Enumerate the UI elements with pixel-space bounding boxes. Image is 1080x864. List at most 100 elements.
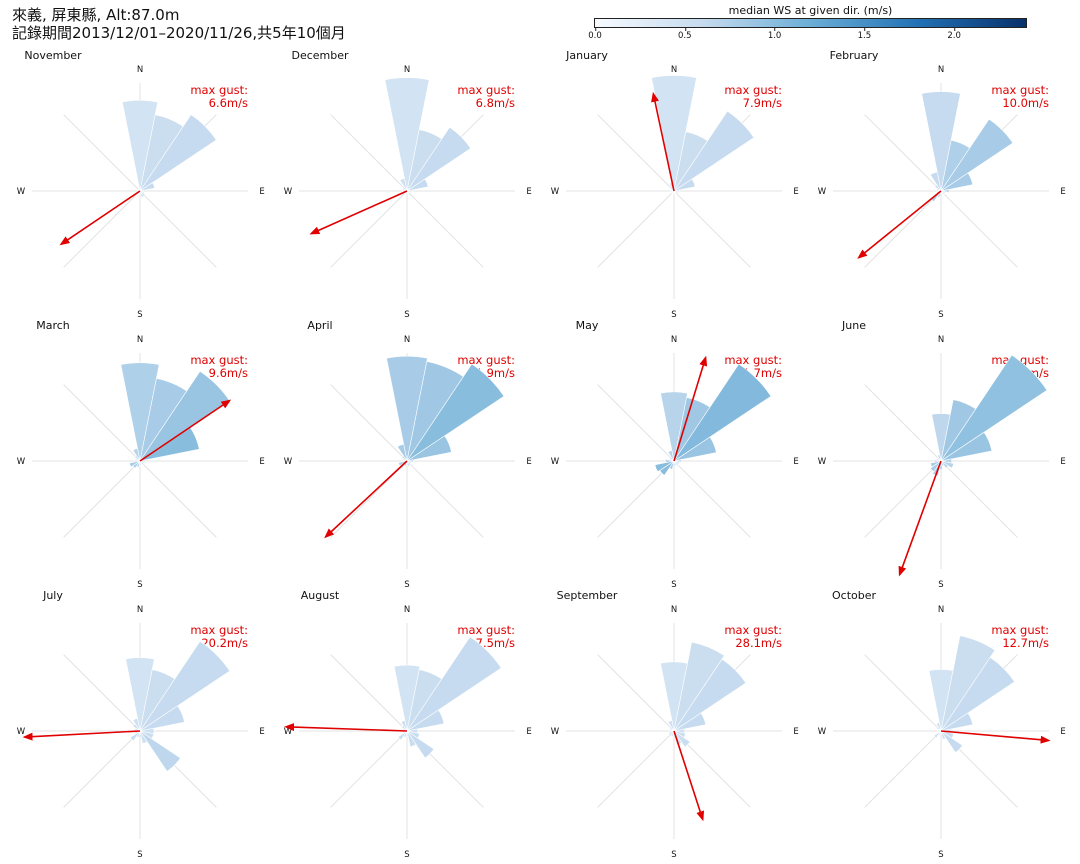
compass-label-s: S	[938, 580, 943, 590]
direction-wedge	[667, 720, 675, 732]
compass-label-n: N	[137, 605, 143, 615]
compass-label-w: W	[284, 457, 293, 467]
compass-label-w: W	[551, 187, 560, 197]
max-gust-label: max gust:	[190, 353, 248, 367]
direction-wedge	[139, 705, 185, 732]
month-title: October	[832, 589, 876, 602]
direction-wedge	[120, 362, 160, 462]
month-title: May	[576, 319, 599, 332]
direction-wedge	[673, 658, 747, 732]
direction-wedge	[384, 77, 430, 192]
compass-label-n: N	[938, 605, 944, 615]
compass-label-e: E	[526, 727, 531, 737]
compass-label-w: W	[551, 727, 560, 737]
colorbar: median WS at given dir. (m/s) 0.0 0.5 1.…	[588, 4, 1027, 41]
compass-label-n: N	[938, 65, 944, 75]
max-gust-label: max gust:	[724, 623, 782, 637]
month-title: December	[291, 49, 349, 62]
compass-label-s: S	[671, 310, 676, 320]
direction-wedge	[673, 110, 755, 192]
direction-wedge	[406, 126, 472, 192]
max-gust-value: 28.1m/s	[735, 636, 782, 650]
colorbar-tick: 0.5	[678, 28, 692, 41]
compass-label-e: E	[1060, 187, 1065, 197]
max-gust-arrow	[59, 190, 141, 246]
direction-wedge	[406, 730, 417, 748]
max-gust-value: 10.0m/s	[1002, 96, 1049, 110]
direction-wedge	[386, 356, 428, 462]
colorbar-tick: 2.0	[947, 28, 961, 41]
max-gust-value: 6.6m/s	[209, 96, 248, 110]
direction-wedge	[406, 363, 505, 462]
direction-wedge	[406, 460, 411, 467]
direction-wedge	[940, 635, 996, 732]
compass-label-e: E	[526, 457, 531, 467]
max-gust-label: max gust:	[457, 623, 515, 637]
compass-label-n: N	[137, 65, 143, 75]
direction-wedge	[929, 171, 942, 192]
max-gust-arrow	[139, 399, 232, 462]
max-gust-label: max gust:	[190, 83, 248, 97]
compass-label-e: E	[259, 457, 264, 467]
direction-wedge	[940, 712, 974, 732]
compass-label-w: W	[17, 457, 26, 467]
direction-wedge	[139, 190, 145, 198]
title-line-2: 記錄期間2013/12/01–2020/11/26,共5年10個月	[12, 24, 346, 42]
direction-wedge	[121, 100, 159, 192]
max-gust-arrow	[309, 190, 408, 235]
compass-label-s: S	[671, 580, 676, 590]
direction-wedge	[673, 459, 682, 463]
max-gust-label: max gust:	[991, 83, 1049, 97]
compass-label-e: E	[259, 187, 264, 197]
direction-wedge	[940, 188, 950, 194]
compass-label-w: W	[818, 187, 827, 197]
compass-label-s: S	[137, 310, 142, 320]
direction-wedge	[399, 177, 408, 192]
direction-wedge	[930, 460, 942, 468]
month-title: August	[301, 589, 340, 602]
compass-label-n: N	[404, 335, 410, 345]
direction-wedge	[668, 730, 675, 735]
compass-label-n: N	[938, 335, 944, 345]
compass-label-s: S	[404, 310, 409, 320]
colorbar-tick: 1.5	[857, 28, 872, 41]
chart-header: 來義, 屏東縣, Alt:87.0m 記錄期間2013/12/01–2020/1…	[12, 6, 346, 42]
compass-label-s: S	[938, 850, 943, 860]
compass-label-n: N	[671, 605, 677, 615]
compass-label-w: W	[818, 727, 827, 737]
colorbar-gradient	[594, 18, 1027, 28]
direction-wedge	[936, 454, 942, 462]
compass-label-e: E	[1060, 457, 1065, 467]
month-title: March	[36, 319, 70, 332]
compass-label-s: S	[137, 580, 142, 590]
direction-wedge	[654, 460, 675, 473]
direction-wedge	[132, 717, 141, 732]
direction-wedge	[393, 664, 421, 732]
compass-label-n: N	[671, 65, 677, 75]
max-gust-value: 12.7m/s	[1002, 636, 1049, 650]
direction-wedge	[406, 636, 502, 732]
direction-wedge	[668, 730, 675, 737]
direction-wedge	[940, 354, 1048, 462]
month-title: June	[841, 319, 866, 332]
direction-wedge	[137, 187, 141, 192]
compass-label-w: W	[17, 187, 26, 197]
max-gust-arrow	[940, 730, 1051, 744]
compass-label-e: E	[793, 187, 798, 197]
direction-wedge	[406, 435, 452, 462]
compass-label-w: W	[17, 727, 26, 737]
direction-wedge	[673, 363, 772, 462]
direction-wedge	[132, 447, 141, 462]
direction-wedge	[397, 730, 408, 741]
compass-label-w: W	[818, 457, 827, 467]
compass-label-s: S	[404, 850, 409, 860]
month-title: July	[42, 589, 63, 602]
direction-wedge	[934, 459, 942, 463]
direction-wedge	[129, 460, 141, 468]
direction-wedge	[396, 443, 408, 462]
colorbar-tick: 1.0	[767, 28, 782, 41]
max-gust-label: max gust:	[724, 83, 782, 97]
compass-label-w: W	[284, 727, 293, 737]
max-gust-label: max gust:	[724, 353, 782, 367]
